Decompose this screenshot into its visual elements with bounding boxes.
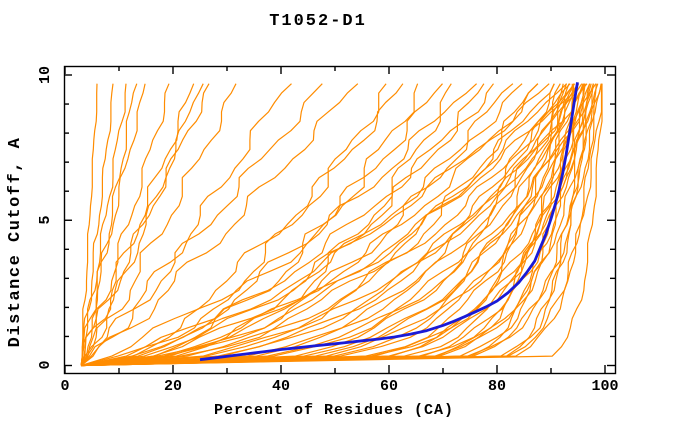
y-tick-label: 5 [37,215,54,225]
y-axis-label: Distance Cutoff, A [6,136,25,348]
x-tick-label: 60 [379,378,398,395]
x-tick-label: 0 [60,378,70,395]
plot-title: T1052-D1 [269,12,367,31]
x-axis-label: Percent of Residues (CA) [213,402,455,419]
x-tick-label: 40 [271,378,290,395]
x-tick-label: 20 [163,378,182,395]
y-tick-label: 10 [37,66,54,85]
x-tick-label: 80 [487,378,506,395]
x-tick-label: 100 [591,378,619,395]
y-tick-label: 0 [37,360,54,370]
